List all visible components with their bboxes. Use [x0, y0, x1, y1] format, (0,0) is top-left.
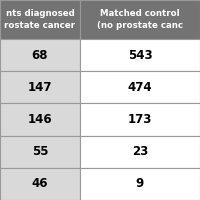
Text: 23: 23 — [132, 145, 148, 158]
Bar — [0, 71, 80, 103]
Text: 543: 543 — [128, 49, 152, 62]
Text: 55: 55 — [32, 145, 48, 158]
Bar — [80, 168, 200, 200]
Text: 474: 474 — [128, 81, 152, 94]
Text: 147: 147 — [28, 81, 52, 94]
Text: 9: 9 — [136, 177, 144, 190]
Bar — [0, 0, 80, 39]
Text: 46: 46 — [32, 177, 48, 190]
Bar — [80, 136, 200, 168]
Bar — [80, 39, 200, 71]
Bar — [80, 0, 200, 39]
Text: 173: 173 — [128, 113, 152, 126]
Text: 146: 146 — [28, 113, 52, 126]
Bar — [0, 168, 80, 200]
Bar — [0, 39, 80, 71]
Bar — [0, 136, 80, 168]
Text: nts diagnosed
rostate cancer: nts diagnosed rostate cancer — [4, 9, 76, 30]
Bar — [80, 103, 200, 136]
Bar — [0, 103, 80, 136]
Text: 68: 68 — [32, 49, 48, 62]
Text: Matched control
(no prostate canc: Matched control (no prostate canc — [97, 9, 183, 30]
Bar — [80, 71, 200, 103]
